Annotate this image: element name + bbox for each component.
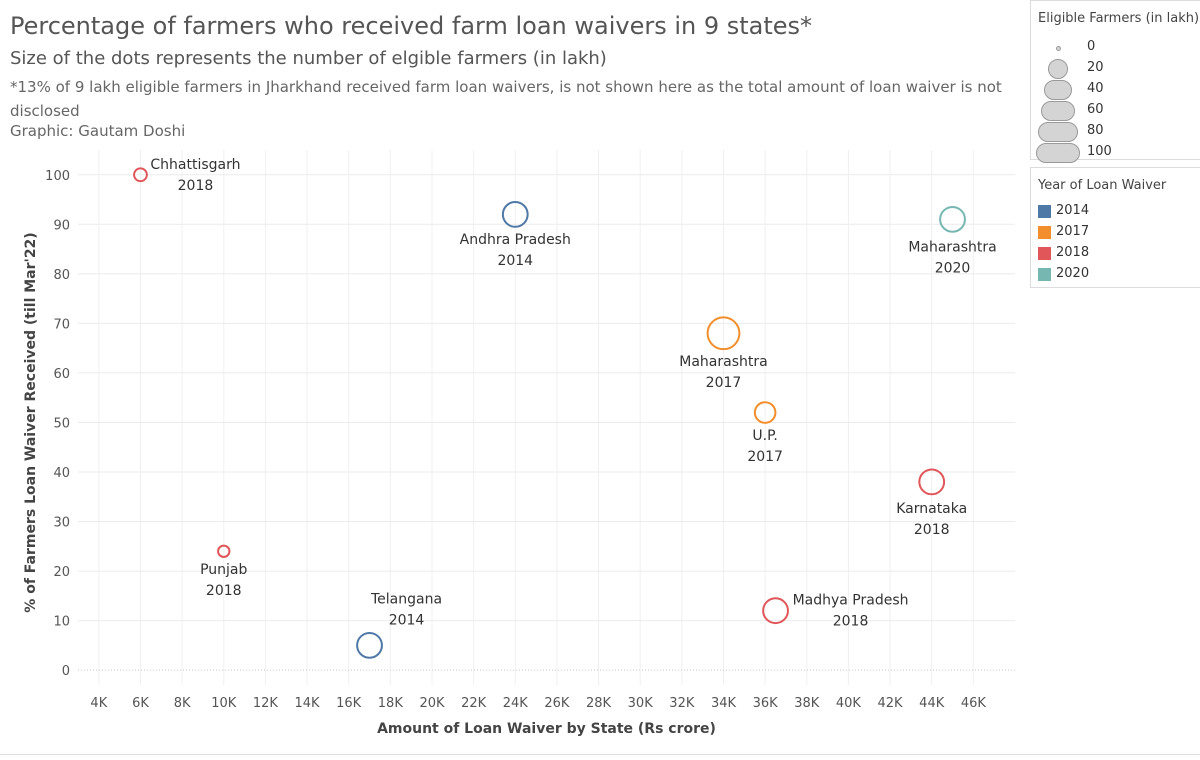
bottom-divider <box>0 754 1200 755</box>
y-tick-label: 50 <box>53 416 70 431</box>
point-label-year: 2018 <box>178 178 214 194</box>
size-bubble-icon <box>1044 80 1072 100</box>
color-legend: Year of Loan Waiver 2014 2017 2018 2020 <box>1030 167 1200 288</box>
y-tick-label: 70 <box>53 317 70 332</box>
y-tick-label: 80 <box>53 268 70 283</box>
x-tick-label: 16K <box>336 696 362 711</box>
point-andhra-pradesh-2014 <box>501 200 529 228</box>
point-chhattisgarh-2018 <box>133 167 148 183</box>
point-label-state: Madhya Pradesh <box>793 593 909 609</box>
y-tick-label: 0 <box>62 664 70 679</box>
point-label-year: 2014 <box>389 612 425 628</box>
color-legend-label: 2017 <box>1056 224 1090 239</box>
y-tick-label: 90 <box>53 218 70 233</box>
point-telangana-2014 <box>356 631 383 659</box>
y-tick-label: 30 <box>53 516 70 531</box>
size-bubble-icon <box>1041 101 1075 121</box>
chart-subtitle: Size of the dots represents the number o… <box>10 48 607 69</box>
size-bubble-icon <box>1048 59 1068 79</box>
y-tick-label: 40 <box>53 466 70 481</box>
scatter-chart: 0 10 20 30 40 50 60 70 80 90 100 4K 6K 8K 10K 12K 14K 16K… <box>23 150 1015 737</box>
x-tick-label: 4K <box>90 696 107 711</box>
color-legend-label: 2020 <box>1056 266 1090 281</box>
y-tick-label: 100 <box>45 169 70 184</box>
chart-credit: Graphic: Gautam Doshi <box>10 122 186 140</box>
x-tick-label: 32K <box>669 696 695 711</box>
x-tick-label: 14K <box>295 696 321 711</box>
x-tick-label: 8K <box>174 696 191 711</box>
color-swatch <box>1038 268 1051 281</box>
x-tick-label: 38K <box>794 696 820 711</box>
point-maharashtra-2020 <box>939 205 966 233</box>
x-tick-label: 28K <box>586 696 612 711</box>
point-label-state: Maharashtra <box>679 354 767 370</box>
size-legend-title: Eligible Farmers (in lakh) <box>1038 11 1200 26</box>
size-bubble-icon <box>1038 122 1078 142</box>
y-tick-label: 60 <box>53 367 70 382</box>
size-legend-item: 100 <box>1031 142 1200 163</box>
x-tick-label: 44K <box>919 696 945 711</box>
size-legend-item: 40 <box>1031 79 1200 100</box>
chart-footnote: *13% of 9 lakh eligible farmers in Jhark… <box>10 78 1002 120</box>
x-tick-label: 46K <box>961 696 987 711</box>
size-legend-label: 40 <box>1087 81 1104 96</box>
point-punjab-2018 <box>217 544 231 558</box>
x-tick-label: 30K <box>628 696 654 711</box>
point-label-state: Telangana <box>370 591 442 607</box>
x-tick-label: 22K <box>461 696 487 711</box>
x-tick-label: 40K <box>836 696 862 711</box>
point-label-year: 2018 <box>833 614 869 630</box>
y-tick-label: 10 <box>53 615 70 630</box>
point-label-state: Karnataka <box>896 501 967 517</box>
color-swatch <box>1038 247 1051 260</box>
size-legend-label: 80 <box>1087 123 1104 138</box>
point-u-p-2017 <box>753 401 777 424</box>
x-tick-label: 34K <box>711 696 737 711</box>
size-legend-item: 60 <box>1031 100 1200 121</box>
point-label-state: U.P. <box>752 428 777 444</box>
x-tick-label: 26K <box>544 696 570 711</box>
x-tick-label: 18K <box>378 696 404 711</box>
color-legend-title: Year of Loan Waiver <box>1038 178 1167 193</box>
point-label-year: 2020 <box>935 260 971 276</box>
size-legend-item: 0 <box>1031 37 1200 57</box>
color-swatch <box>1038 205 1051 218</box>
chart-title: Percentage of farmers who received farm … <box>10 12 813 40</box>
x-tick-label: 20K <box>419 696 445 711</box>
point-label-state: Chhattisgarh <box>150 157 240 173</box>
y-axis-title: % of Farmers Loan Waiver Received (till … <box>23 232 39 612</box>
point-label-year: 2017 <box>747 449 783 465</box>
point-label-year: 2017 <box>706 375 742 391</box>
x-tick-label: 36K <box>753 696 779 711</box>
size-legend-label: 60 <box>1087 102 1104 117</box>
x-axis-title: Amount of Loan Waiver by State (Rs crore… <box>377 721 716 737</box>
x-tick-label: 10K <box>211 696 237 711</box>
point-label-state: Punjab <box>200 562 247 578</box>
color-legend-label: 2014 <box>1056 203 1090 218</box>
y-tick-label: 20 <box>53 565 70 580</box>
point-label-state: Andhra Pradesh <box>460 232 571 248</box>
point-label-year: 2018 <box>914 522 950 538</box>
size-bubble-icon <box>1036 143 1080 163</box>
color-legend-label: 2018 <box>1056 245 1090 260</box>
point-label-year: 2018 <box>206 583 242 599</box>
size-legend-label: 20 <box>1087 60 1104 75</box>
point-maharashtra-2017 <box>706 316 741 351</box>
point-madhya-pradesh-2018 <box>762 597 789 625</box>
size-legend: Eligible Farmers (in lakh) 0 20 40 60 80 100 <box>1030 0 1200 163</box>
size-legend-label: 100 <box>1087 144 1112 159</box>
x-tick-label: 24K <box>503 696 529 711</box>
color-swatch <box>1038 226 1051 239</box>
point-karnataka-2018 <box>918 468 946 496</box>
point-label-year: 2014 <box>497 253 533 269</box>
size-legend-item: 80 <box>1031 121 1200 142</box>
point-label-state: Maharashtra <box>908 239 996 255</box>
x-tick-label: 6K <box>132 696 149 711</box>
size-bubble-icon <box>1055 45 1061 51</box>
x-tick-label: 12K <box>253 696 279 711</box>
size-legend-item: 20 <box>1031 58 1200 79</box>
x-tick-label: 42K <box>878 696 904 711</box>
size-legend-label: 0 <box>1087 39 1096 54</box>
